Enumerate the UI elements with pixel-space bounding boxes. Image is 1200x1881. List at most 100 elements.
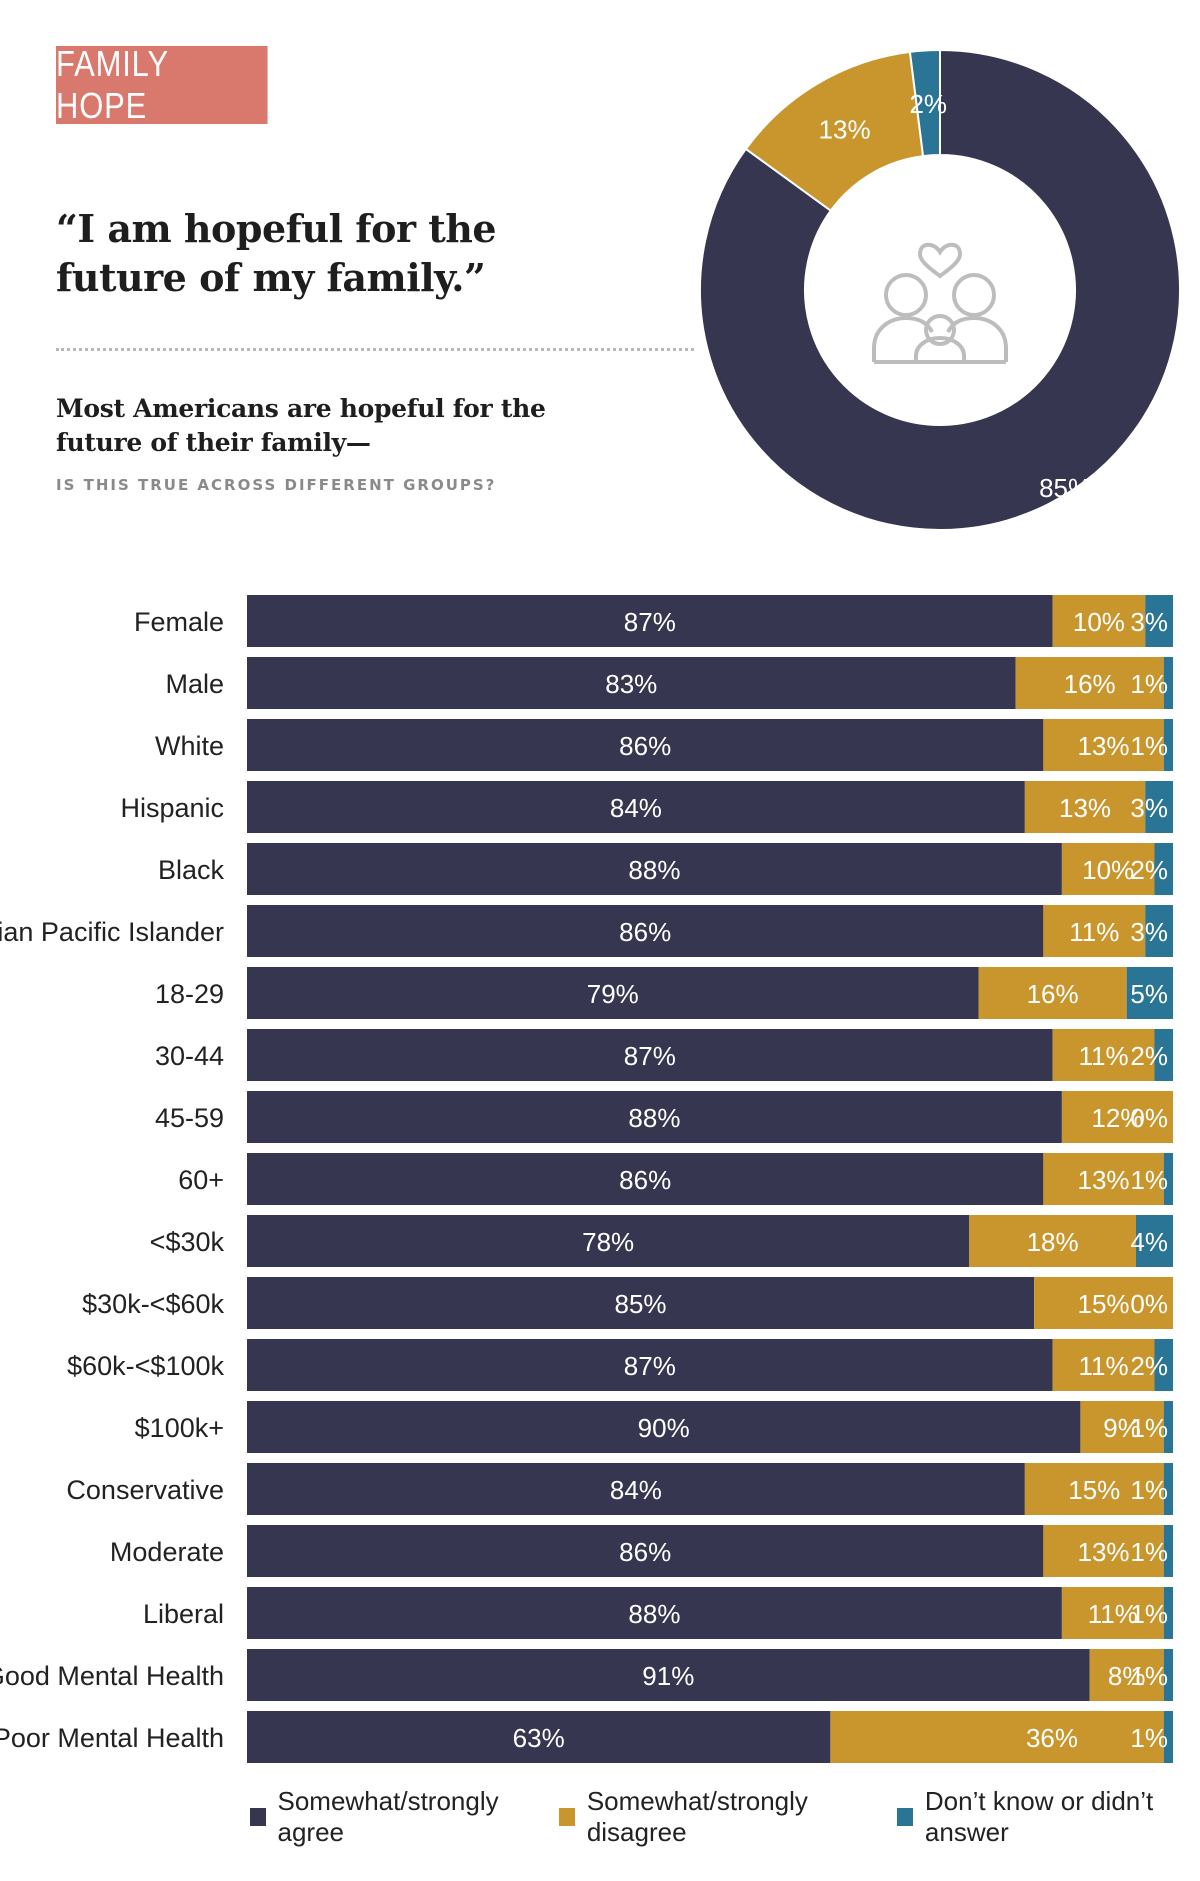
category-label: 45-59 <box>155 1103 224 1133</box>
family-hope-badge: FAMILY HOPE <box>56 43 268 126</box>
bar-segment-agree <box>247 1401 1081 1453</box>
category-label: Moderate <box>110 1537 224 1567</box>
bar-segment-dontknow <box>1163 1711 1173 1763</box>
bar-value-label: 13% <box>1078 731 1130 761</box>
bar-segment-disagree <box>1061 1091 1173 1143</box>
category-label: $100k+ <box>135 1413 224 1443</box>
legend-swatch-disagree <box>559 1808 575 1826</box>
bar-segment-agree <box>247 905 1044 957</box>
bar-value-label: 86% <box>619 1165 671 1195</box>
category-label: Conservative <box>66 1475 224 1505</box>
bar-segment-disagree <box>978 967 1127 1019</box>
category-label: Male <box>165 669 224 699</box>
bar-segment-agree <box>247 1587 1062 1639</box>
bar-segment-agree <box>247 1525 1044 1577</box>
bar-value-label: 87% <box>624 1351 676 1381</box>
bar-segment-agree <box>247 1711 831 1763</box>
category-label: 30-44 <box>155 1041 224 1071</box>
bar-segment-dontknow <box>1163 1153 1173 1205</box>
category-label: $30k-<$60k <box>82 1289 224 1319</box>
donut-chart: 85% 13% 2% <box>699 48 1181 531</box>
category-label: 60+ <box>178 1165 224 1195</box>
bar-segment-disagree <box>1043 719 1164 771</box>
bar-value-label: 13% <box>1078 1537 1130 1567</box>
bar-value-label: 0% <box>1130 1289 1168 1319</box>
bar-value-label: 79% <box>587 979 639 1009</box>
bar-value-label: 15% <box>1078 1289 1130 1319</box>
bar-segment-agree <box>247 1463 1025 1515</box>
bar-segment-dontknow <box>1145 595 1173 647</box>
bar-value-label: 88% <box>628 1599 680 1629</box>
bar-value-label: 11% <box>1078 1351 1128 1381</box>
bar-value-label: 15% <box>1068 1475 1120 1505</box>
bar-segment-dontknow <box>1154 1339 1173 1391</box>
category-label: <$30k <box>150 1227 225 1257</box>
donut-label-1: 13% <box>819 115 871 145</box>
bar-value-label: 12% <box>1091 1103 1143 1133</box>
bar-value-label: 18% <box>1027 1227 1079 1257</box>
bar-segment-dontknow <box>1163 1401 1173 1453</box>
donut-label-2: 2% <box>909 89 947 119</box>
bar-segment-disagree <box>1052 1339 1155 1391</box>
legend-label-agree: Somewhat/strongly agree <box>277 1786 499 1847</box>
bar-segment-dontknow <box>1163 1587 1173 1639</box>
stacked-bar-chart: Female 87% 10% 3%Male 83% 16% 1%White 86% 13% 1%H… <box>0 595 1173 1763</box>
bar-segment-dontknow <box>1163 1463 1173 1515</box>
dotted-divider <box>56 348 694 351</box>
bar-segment-agree <box>247 1091 1062 1143</box>
bar-value-label: 85% <box>615 1289 667 1319</box>
bar-value-label: 3% <box>1130 917 1168 947</box>
bar-value-label: 1% <box>1130 731 1168 761</box>
legend-item-disagree: Somewhat/strongly disagree <box>559 1786 869 1848</box>
bar-segment-dontknow <box>1126 967 1173 1019</box>
donut-label-0: 85% <box>1039 473 1091 503</box>
legend-swatch-agree <box>250 1808 266 1826</box>
bar-segment-disagree <box>1043 1153 1164 1205</box>
bar-segment-disagree <box>969 1215 1136 1267</box>
bar-segment-disagree <box>1052 1029 1155 1081</box>
bar-segment-dontknow <box>1154 843 1173 895</box>
bar-value-label: 83% <box>605 669 657 699</box>
bar-value-label: 2% <box>1130 855 1168 885</box>
bar-segment-disagree <box>1043 1525 1164 1577</box>
bar-value-label: 1% <box>1130 1413 1168 1443</box>
legend-label-dontknow: Don’t know or didn’t answer <box>924 1786 1154 1847</box>
family-heart-icon <box>872 242 1008 364</box>
bar-value-label: 13% <box>1078 1165 1130 1195</box>
bar-value-label: 1% <box>1130 1475 1168 1505</box>
bar-segment-agree <box>247 781 1025 833</box>
bar-value-label: 86% <box>619 731 671 761</box>
bar-segment-disagree <box>1015 657 1164 709</box>
category-label: 18-29 <box>155 979 224 1009</box>
bar-segment-agree <box>247 1029 1053 1081</box>
bar-value-label: 1% <box>1130 669 1168 699</box>
bar-value-label: 8% <box>1108 1661 1146 1691</box>
bar-value-label: 84% <box>610 793 662 823</box>
bar-value-label: 86% <box>619 1537 671 1567</box>
bar-value-label: 88% <box>628 855 680 885</box>
bar-value-label: 36% <box>1026 1723 1078 1753</box>
bar-segment-agree <box>247 843 1062 895</box>
bar-value-label: 63% <box>513 1723 565 1753</box>
bar-segment-agree <box>247 967 979 1019</box>
bar-segment-dontknow <box>1145 781 1173 833</box>
bar-value-label: 9% <box>1103 1413 1141 1443</box>
bar-value-label: 1% <box>1130 1723 1168 1753</box>
donut-slice-0 <box>699 48 1181 531</box>
bar-value-label: 10% <box>1073 607 1125 637</box>
bar-value-label: 11% <box>1078 1041 1128 1071</box>
bar-segment-disagree <box>1052 595 1146 647</box>
bar-value-label: 91% <box>642 1661 694 1691</box>
bar-value-label: 87% <box>624 607 676 637</box>
category-label: White <box>155 731 224 761</box>
bar-value-label: 5% <box>1130 979 1168 1009</box>
bar-value-label: 87% <box>624 1041 676 1071</box>
legend-swatch-dontknow <box>897 1808 913 1826</box>
bar-segment-agree <box>247 1649 1090 1701</box>
bar-segment-agree <box>247 1215 970 1267</box>
category-label: Poor Mental Health <box>0 1723 224 1753</box>
bar-value-label: 90% <box>638 1413 690 1443</box>
bar-segment-agree <box>247 1339 1053 1391</box>
category-label: Liberal <box>143 1599 224 1629</box>
legend-label-disagree: Somewhat/strongly disagree <box>586 1786 808 1847</box>
